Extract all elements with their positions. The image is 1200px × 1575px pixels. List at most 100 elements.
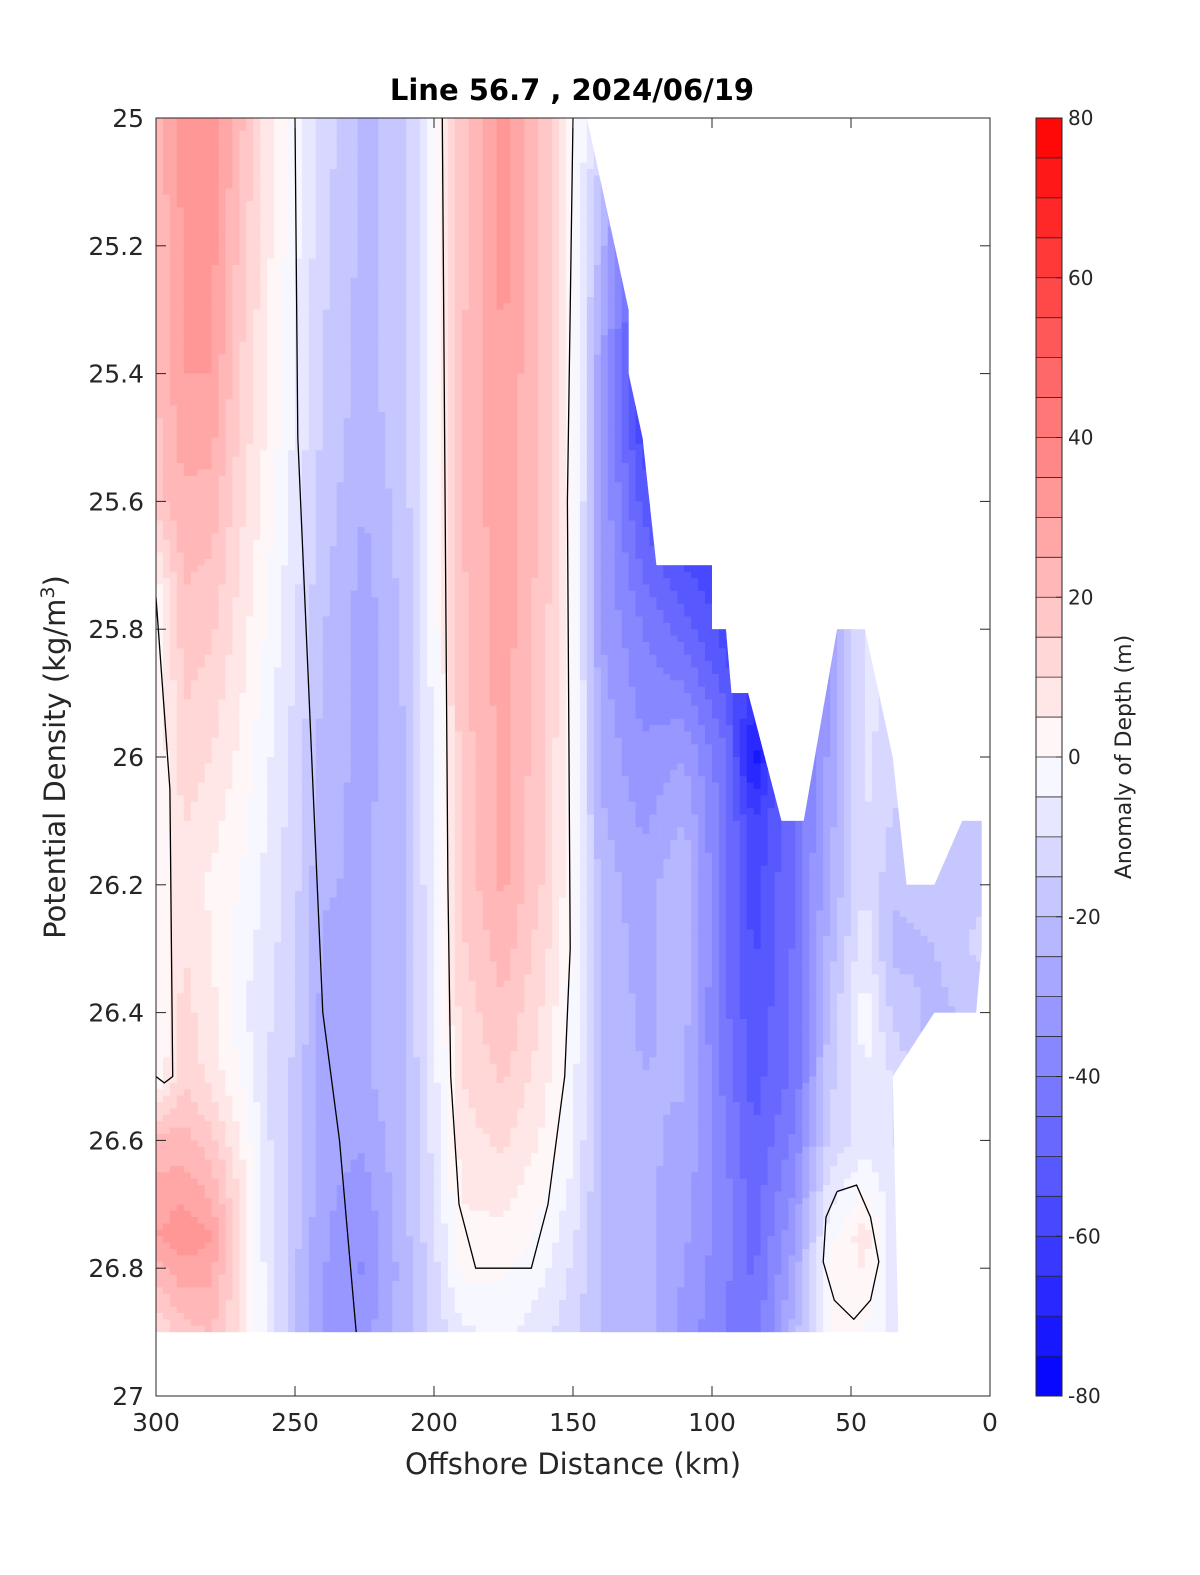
heatmap-cell <box>274 213 282 221</box>
heatmap-cell <box>295 514 303 522</box>
heatmap-cell <box>308 1287 317 1295</box>
heatmap-cell <box>315 1025 324 1033</box>
heatmap-cell <box>267 1089 275 1097</box>
heatmap-cell <box>274 1127 282 1135</box>
heatmap-cell <box>197 367 206 375</box>
heatmap-cell <box>218 284 227 292</box>
heatmap-cell <box>204 245 213 253</box>
heatmap-cell <box>288 686 296 694</box>
heatmap-cell <box>211 1140 220 1148</box>
heatmap-cell <box>218 923 227 931</box>
heatmap-cell <box>218 463 227 471</box>
heatmap-cell <box>218 156 227 164</box>
heatmap-cell <box>301 897 310 905</box>
heatmap-cell <box>162 507 171 515</box>
heatmap-cell <box>218 584 227 592</box>
heatmap-cell <box>183 731 192 739</box>
heatmap-cell <box>246 1236 254 1244</box>
heatmap-cell <box>253 539 261 547</box>
heatmap-cell <box>204 1140 213 1148</box>
heatmap-cell <box>190 680 199 688</box>
heatmap-cell <box>274 750 282 758</box>
heatmap-cell <box>225 1204 234 1212</box>
heatmap-cell <box>267 737 275 745</box>
heatmap-cell <box>288 590 296 598</box>
heatmap-cell <box>246 795 254 803</box>
heatmap-cell <box>267 967 275 975</box>
heatmap-cell <box>218 118 227 125</box>
heatmap-cell <box>225 840 234 848</box>
heatmap-cell <box>329 980 338 988</box>
heatmap-cell <box>156 1172 164 1180</box>
heatmap-cell <box>239 143 247 151</box>
heatmap-cell <box>267 1287 275 1295</box>
heatmap-cell <box>274 124 282 132</box>
heatmap-cell <box>211 1178 220 1186</box>
heatmap-cell <box>176 1217 185 1225</box>
heatmap-cell <box>308 654 317 662</box>
heatmap-cell <box>169 1312 178 1320</box>
heatmap-cell <box>211 437 220 445</box>
heatmap-cell <box>225 635 234 643</box>
heatmap-cell <box>295 411 303 419</box>
heatmap-cell <box>288 763 296 771</box>
heatmap-cell <box>308 1076 317 1084</box>
heatmap-cell <box>322 399 331 407</box>
heatmap-cell <box>253 220 261 228</box>
heatmap-cell <box>260 1031 268 1039</box>
heatmap-cell <box>176 348 185 356</box>
heatmap-cell <box>281 488 289 496</box>
heatmap-cell <box>308 1070 317 1078</box>
heatmap-cell <box>239 1038 247 1046</box>
heatmap-cell <box>239 520 247 528</box>
heatmap-cell <box>239 1255 247 1263</box>
heatmap-cell <box>232 130 240 138</box>
heatmap-cell <box>197 1172 206 1180</box>
heatmap-cell <box>260 264 268 272</box>
heatmap-cell <box>197 737 206 745</box>
heatmap-cell <box>274 1012 282 1020</box>
heatmap-cell <box>274 648 282 656</box>
heatmap-cell <box>169 418 178 426</box>
heatmap-cell <box>225 597 234 605</box>
heatmap-cell <box>322 354 331 362</box>
heatmap-cell <box>156 1274 164 1282</box>
heatmap-cell <box>246 872 254 880</box>
heatmap-cell <box>246 974 254 982</box>
heatmap-cell <box>190 1127 199 1135</box>
heatmap-cell <box>288 431 296 439</box>
heatmap-cell <box>267 1082 275 1090</box>
heatmap-cell <box>204 290 213 298</box>
heatmap-cell <box>288 852 296 860</box>
heatmap-cell <box>176 526 185 534</box>
heatmap-cell <box>156 603 164 611</box>
heatmap-cell <box>308 744 317 752</box>
heatmap-cell <box>225 686 234 694</box>
heatmap-cell <box>288 622 296 630</box>
heatmap-cell <box>301 264 310 272</box>
heatmap-cell <box>295 693 303 701</box>
heatmap-cell <box>239 744 247 752</box>
heatmap-cell <box>301 1108 310 1116</box>
heatmap-cell <box>301 124 310 132</box>
heatmap-cell <box>239 1114 247 1122</box>
heatmap-cell <box>232 603 240 611</box>
heatmap-cell <box>204 993 213 1001</box>
heatmap-cell <box>253 1044 261 1052</box>
heatmap-cell <box>239 475 247 483</box>
heatmap-cell <box>301 1197 310 1205</box>
heatmap-cell <box>274 1108 282 1116</box>
heatmap-cell <box>308 1229 317 1237</box>
heatmap-cell <box>204 175 213 183</box>
heatmap-cell <box>156 296 164 304</box>
heatmap-cell <box>301 137 310 145</box>
heatmap-cell <box>308 1127 317 1135</box>
heatmap-cell <box>253 935 261 943</box>
heatmap-cell <box>218 520 227 528</box>
heatmap-cell <box>322 916 331 924</box>
heatmap-cell <box>176 130 185 138</box>
heatmap-cell <box>239 980 247 988</box>
heatmap-cell <box>162 795 171 803</box>
heatmap-cell <box>315 571 324 579</box>
heatmap-cell <box>211 1057 220 1065</box>
